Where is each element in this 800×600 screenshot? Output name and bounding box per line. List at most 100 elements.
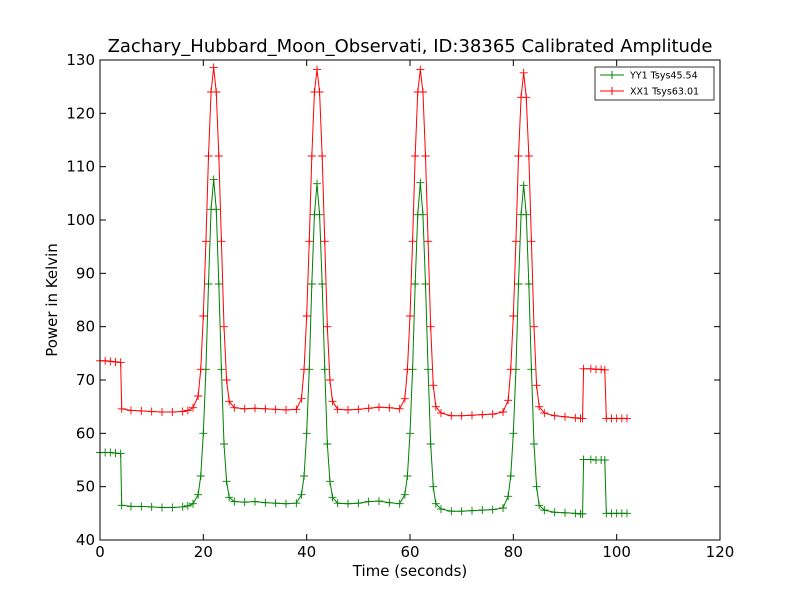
series-1-point-61 — [418, 88, 427, 96]
series-1-point-44 — [323, 322, 332, 331]
series-1-point-82 — [524, 152, 533, 160]
series-1-point-26 — [225, 397, 234, 406]
series-1-point-11 — [178, 407, 187, 416]
series-0-point-8 — [147, 502, 156, 511]
series-1-point-36 — [302, 312, 311, 320]
series-0-point-41 — [315, 210, 324, 219]
series-0-point-32 — [282, 499, 290, 508]
series-0-point-76 — [509, 429, 518, 438]
series-1-point-22 — [214, 152, 223, 160]
series-0-point-24 — [220, 440, 228, 448]
series-0-point-92 — [578, 509, 587, 518]
series-1-point-60 — [416, 65, 425, 74]
series-0-point-69 — [457, 507, 466, 516]
series-0 — [96, 175, 631, 518]
legend-label-xx1: XX1 Tsys63.01 — [630, 87, 699, 98]
y-tick-label-7: 110 — [66, 158, 95, 176]
legend-box — [594, 66, 715, 101]
y-axis-label: Power in Kelvin — [43, 243, 61, 357]
series-0-point-33 — [292, 499, 301, 508]
series-0-point-20 — [209, 175, 218, 184]
series-1-point-7 — [137, 406, 146, 415]
series-0-point-74 — [504, 492, 513, 501]
series-0-point-35 — [300, 472, 309, 480]
legend: YY1 Tsys45.54 XX1 Tsys63.01 — [594, 66, 715, 101]
y-tick-label-3: 70 — [76, 371, 95, 389]
series-0-point-86 — [535, 501, 544, 510]
legend-entry-xx1: XX1 Tsys63.01 — [600, 87, 699, 98]
series-0-point-22 — [214, 280, 223, 288]
series-0-point-75 — [506, 472, 515, 480]
series-0-point-27 — [230, 497, 239, 506]
x-tick-label-4: 80 — [504, 543, 523, 561]
series-0-point-31 — [271, 499, 280, 508]
y-tick-label-1: 50 — [76, 478, 95, 496]
plot-area: 0 20 40 60 80 100 120 40 50 60 70 80 90 100 110 120 130 — [66, 51, 734, 561]
series-layer — [96, 63, 631, 518]
series-0-point-81 — [522, 210, 531, 219]
series-0-point-88 — [550, 508, 559, 517]
series-1-point-45 — [325, 376, 334, 384]
series-1-point-43 — [320, 237, 329, 246]
series-1-point-20 — [209, 63, 218, 72]
series-1-point-35 — [300, 365, 309, 374]
series-1-point-84 — [530, 322, 538, 331]
series-1-point-34 — [297, 394, 306, 403]
series-0-point-85 — [532, 482, 541, 491]
y-tick-label-9: 130 — [66, 51, 95, 69]
series-1-point-89 — [561, 412, 569, 421]
x-tick-label-5: 100 — [602, 543, 631, 561]
series-1-point-62 — [421, 152, 430, 160]
series-1-point-21 — [212, 88, 221, 96]
series-1-point-24 — [220, 322, 228, 331]
series-1-point-66 — [431, 402, 440, 411]
series-0-point-58 — [411, 280, 420, 288]
series-1-point-10 — [168, 408, 177, 416]
series-0-point-60 — [416, 178, 425, 187]
series-1-point-81 — [522, 93, 531, 102]
series-1-point-42 — [318, 152, 327, 160]
series-0-point-71 — [478, 506, 487, 515]
series-1-point-37 — [305, 237, 314, 246]
series-1-point-54 — [400, 394, 409, 403]
series-0-point-43 — [320, 365, 329, 374]
series-0-point-9 — [158, 503, 166, 512]
series-1-point-2 — [106, 357, 115, 366]
series-1-point-32 — [282, 405, 290, 414]
series-0-point-47 — [333, 499, 342, 508]
series-0-point-14 — [194, 490, 203, 499]
series-1-point-94 — [586, 364, 595, 373]
series-0-point-70 — [468, 506, 476, 515]
series-0-point-49 — [354, 499, 363, 508]
series-1-point-57 — [408, 237, 417, 246]
series-0-point-36 — [302, 429, 311, 438]
series-0-point-83 — [527, 365, 536, 374]
series-1-point-72 — [488, 410, 497, 419]
series-1-point-78 — [514, 152, 523, 160]
series-0-point-66 — [431, 499, 440, 508]
series-1-point-68 — [447, 411, 456, 420]
series-1-point-50 — [364, 404, 373, 413]
series-1-point-56 — [406, 312, 414, 320]
x-tick-label-2: 40 — [297, 543, 316, 561]
series-1-point-47 — [333, 405, 342, 414]
series-0-point-90 — [571, 509, 580, 518]
series-0-point-26 — [225, 493, 234, 502]
chart-title: Zachary_Hubbard_Moon_Observati, ID:38365… — [108, 36, 713, 57]
series-0-point-18 — [204, 280, 213, 288]
ticks-layer: 0 20 40 60 80 100 120 40 50 60 70 80 90 100 110 120 130 — [66, 51, 734, 561]
series-1-point-53 — [395, 404, 404, 413]
series-0-point-97 — [600, 456, 609, 464]
series-0-point-61 — [418, 210, 427, 219]
x-tick-label-6: 120 — [706, 543, 735, 561]
series-1-point-48 — [344, 405, 352, 414]
series-1-point-25 — [222, 376, 231, 384]
series-1-point-85 — [532, 381, 541, 390]
series-1-point-69 — [457, 411, 466, 420]
series-0-point-29 — [251, 497, 259, 506]
series-1-point-18 — [204, 152, 213, 160]
series-1-point-55 — [403, 365, 412, 374]
series-1-point-87 — [540, 409, 549, 418]
series-1-point-52 — [385, 403, 394, 412]
series-0-point-44 — [323, 440, 332, 448]
